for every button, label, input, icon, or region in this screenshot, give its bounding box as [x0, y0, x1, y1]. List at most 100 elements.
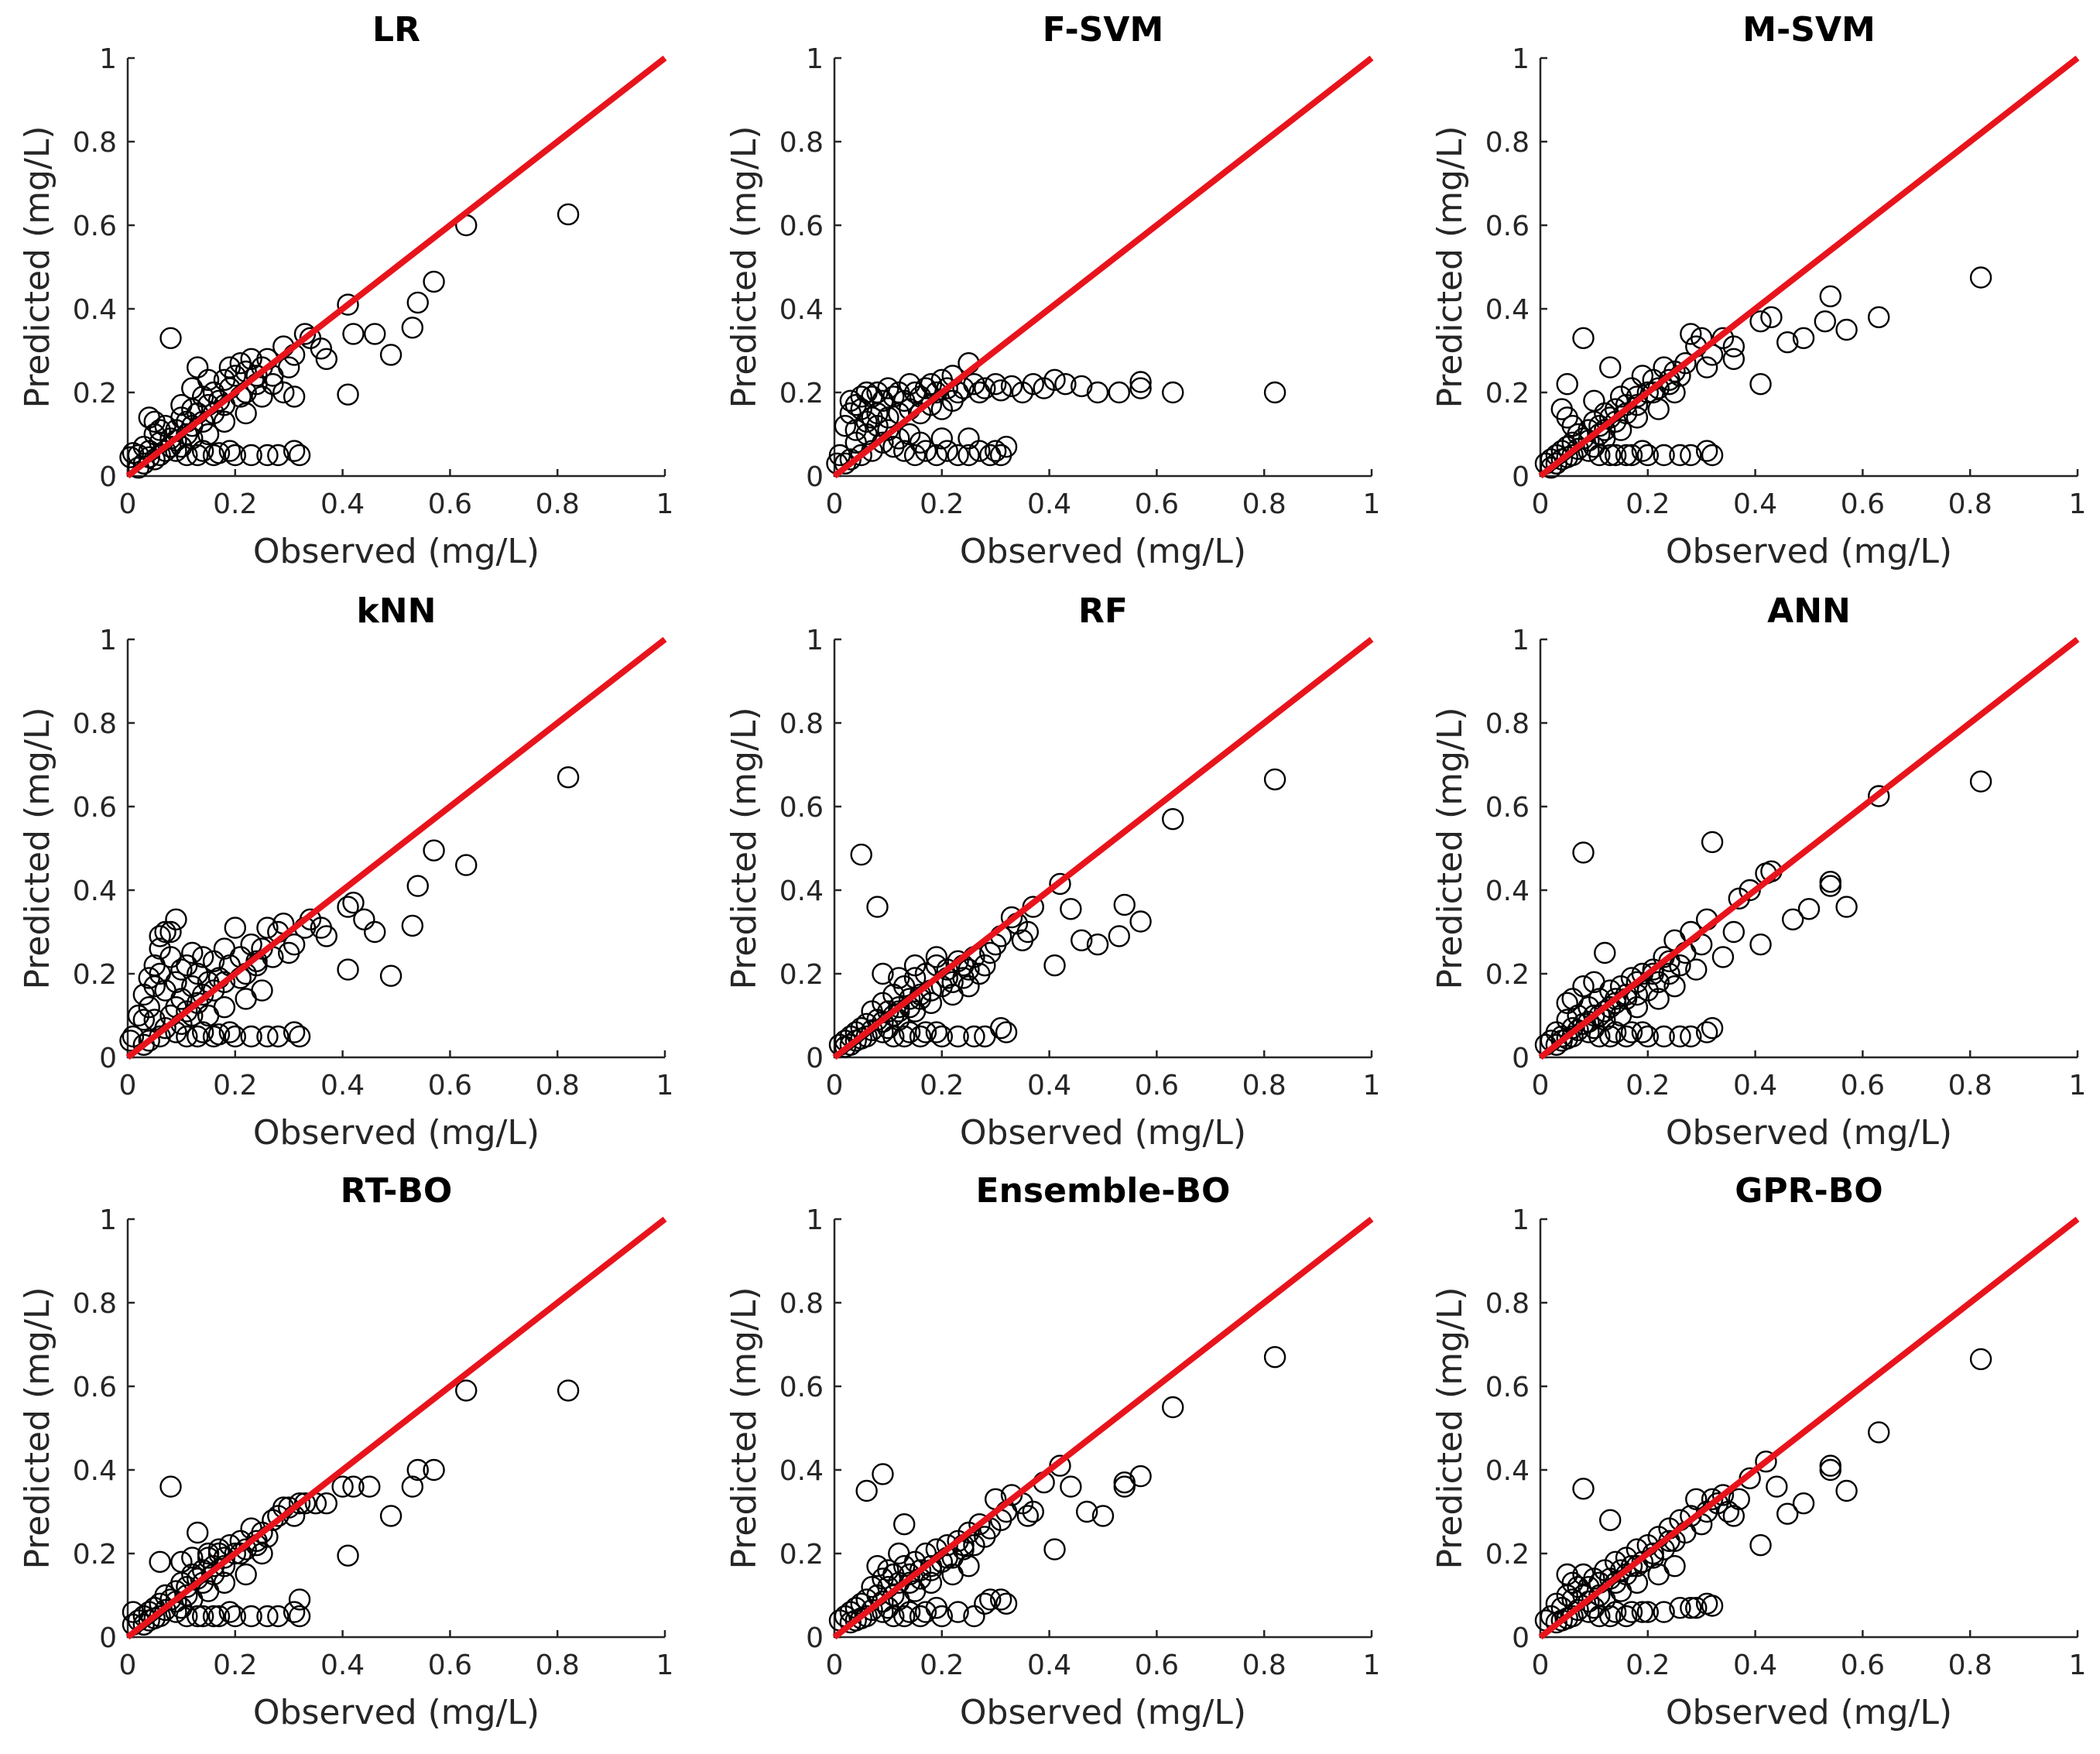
data-point — [1556, 1563, 1578, 1586]
data-point — [947, 1601, 969, 1623]
data-point — [288, 444, 311, 467]
data-point — [165, 1590, 187, 1613]
data-point — [240, 933, 262, 956]
y-tick-label: 0.6 — [73, 1372, 117, 1403]
x-tick-label: 0.8 — [1948, 1650, 1992, 1681]
data-point — [1819, 285, 1841, 307]
x-tick-label: 0.6 — [1135, 1650, 1179, 1681]
data-point — [218, 356, 242, 379]
data-point — [1263, 381, 1286, 404]
x-tick-label: 0.2 — [920, 488, 964, 520]
y-tick-label: 0.2 — [779, 378, 824, 409]
data-point — [197, 1542, 220, 1565]
scatter-points — [1534, 770, 1992, 1057]
y-tick-label: 0.6 — [779, 792, 824, 824]
y-tick-label: 0.8 — [1485, 127, 1530, 159]
data-point — [920, 1571, 943, 1595]
x-tick-label: 0.2 — [920, 1070, 964, 1101]
x-tick-label: 0.8 — [536, 1070, 580, 1101]
x-tick-label: 0.8 — [536, 488, 580, 520]
x-tick-label: 1 — [2069, 1070, 2087, 1101]
data-point — [187, 1025, 209, 1048]
data-point — [149, 962, 171, 985]
data-point — [861, 1575, 883, 1598]
panel-title: LR — [372, 10, 420, 50]
y-tick-label: 0.4 — [1485, 294, 1530, 326]
data-point — [187, 444, 209, 467]
y-tick-label: 0.8 — [779, 127, 824, 159]
data-point — [1075, 1500, 1098, 1523]
data-point — [342, 323, 365, 345]
data-point — [1797, 898, 1821, 920]
data-point — [888, 967, 910, 989]
data-point — [1578, 1010, 1600, 1033]
data-point — [1722, 920, 1745, 944]
data-point — [898, 1021, 921, 1043]
data-point — [379, 344, 403, 366]
data-point — [963, 1533, 985, 1557]
x-tick-label: 0.4 — [1027, 488, 1071, 520]
data-point — [165, 908, 187, 931]
data-point — [1615, 1605, 1638, 1628]
panel-m-svm: M-SVM 00 0.2 0.2 0.4 0.4 0.6 0.6 0.8 0.8 1 1 Observe… — [1430, 10, 2086, 571]
data-point — [1663, 975, 1686, 998]
x-tick-label: 1 — [1363, 1070, 1381, 1101]
x-tick-label: 0.2 — [1626, 1650, 1670, 1681]
data-point — [1969, 1348, 1992, 1371]
data-point — [1550, 398, 1573, 420]
data-point — [1129, 371, 1152, 393]
data-point — [353, 908, 375, 931]
data-point — [1685, 1596, 1708, 1619]
y-tick-label: 0 — [1512, 1622, 1530, 1654]
y-tick-label: 0.6 — [1485, 1372, 1530, 1403]
y-tick-label: 0.8 — [1485, 1288, 1530, 1320]
data-point — [132, 1613, 156, 1636]
data-point — [1728, 1488, 1750, 1511]
data-point — [224, 444, 246, 467]
data-point — [138, 995, 160, 1019]
data-point — [1572, 1478, 1595, 1500]
data-point — [240, 1025, 262, 1048]
y-tick-label: 1 — [99, 1204, 117, 1236]
data-point — [176, 1025, 198, 1048]
data-point — [154, 979, 176, 1002]
data-point — [224, 1605, 246, 1628]
y-tick-label: 0 — [99, 461, 117, 493]
y-tick-label: 0.4 — [73, 294, 117, 326]
data-point — [1776, 1502, 1799, 1525]
data-point — [159, 1475, 182, 1498]
data-point — [1711, 946, 1735, 968]
data-point — [903, 954, 927, 977]
data-point — [1819, 870, 1841, 893]
data-point — [1868, 306, 1890, 328]
x-tick-label: 0.4 — [1733, 1070, 1777, 1101]
y-tick-label: 1 — [99, 43, 117, 75]
y-tick-label: 0.2 — [73, 959, 117, 991]
y-tick-label: 0.8 — [73, 708, 117, 740]
x-tick-label: 0.2 — [1626, 1070, 1670, 1101]
y-axis-label: Predicted (mg/L) — [1430, 1287, 1470, 1570]
data-point — [1594, 941, 1616, 964]
data-point — [930, 1025, 954, 1048]
y-tick-label: 0.2 — [779, 1539, 824, 1571]
data-point — [1647, 988, 1670, 1010]
x-tick-label: 0.6 — [1135, 1070, 1179, 1101]
y-tick-label: 0.4 — [779, 1455, 824, 1487]
panel-title: F-SVM — [1043, 10, 1164, 50]
data-point — [866, 402, 889, 425]
data-point — [1636, 1025, 1660, 1048]
y-tick-label: 1 — [806, 43, 824, 75]
data-point — [187, 1605, 209, 1628]
data-point — [202, 1025, 225, 1048]
x-tick-label: 0 — [826, 1070, 844, 1101]
x-tick-label: 0.8 — [1948, 488, 1992, 520]
x-tick-label: 0 — [826, 488, 844, 520]
data-point — [170, 1550, 193, 1574]
data-point — [337, 896, 359, 918]
data-point — [930, 427, 954, 450]
data-point — [337, 958, 359, 981]
x-tick-label: 0.6 — [1135, 488, 1179, 520]
data-point — [1129, 377, 1152, 399]
data-point — [898, 423, 921, 446]
